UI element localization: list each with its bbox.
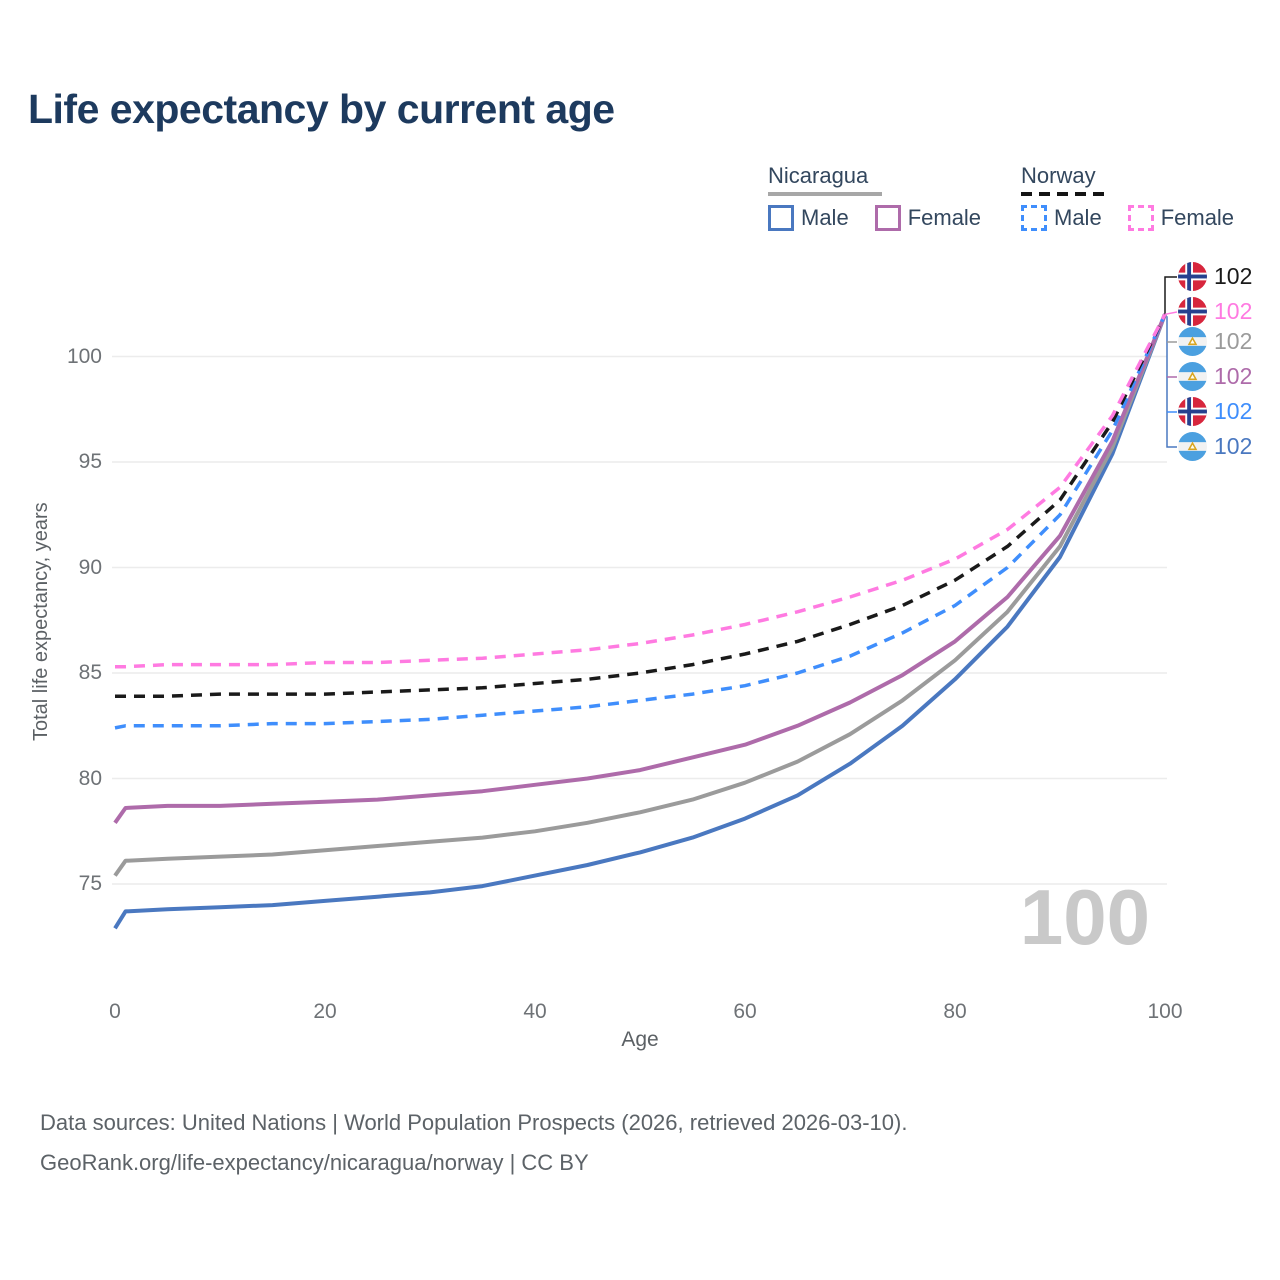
end-label-value: 102 bbox=[1214, 328, 1253, 354]
end-label-row: 102 bbox=[1178, 432, 1252, 461]
series-line-norway-total bbox=[115, 313, 1167, 698]
legend-group-title-nicaragua: Nicaragua bbox=[768, 163, 869, 188]
y-tick-label: 85 bbox=[78, 661, 102, 684]
nicaragua-line-sample bbox=[768, 192, 882, 196]
legend-group-title-norway: Norway bbox=[1021, 163, 1096, 188]
end-label-row: 102 bbox=[1178, 262, 1252, 291]
legend-item-norway-male[interactable]: Male bbox=[1021, 205, 1102, 231]
x-tick-label: 60 bbox=[733, 1000, 757, 1023]
series-line-nicaragua-total bbox=[113, 313, 1167, 877]
page-title: Life expectancy by current age bbox=[28, 86, 615, 132]
y-axis-title: Total life expectancy, years bbox=[30, 502, 52, 742]
x-tick-label: 40 bbox=[523, 1000, 547, 1023]
norway-male-swatch-icon[interactable] bbox=[1021, 205, 1047, 231]
gridlines bbox=[112, 355, 1167, 885]
leader-lines bbox=[1164, 276, 1178, 448]
legend-item-label[interactable]: Male bbox=[801, 205, 849, 230]
end-label-row: 102 bbox=[1178, 297, 1252, 326]
end-label-row: 102 bbox=[1178, 397, 1252, 426]
norway-flag-icon bbox=[1178, 397, 1207, 426]
end-label-value: 102 bbox=[1214, 398, 1253, 424]
end-label-row: 102 bbox=[1178, 327, 1252, 356]
legend-item-nicaragua-male[interactable]: Male bbox=[768, 205, 849, 231]
x-tick-label: 20 bbox=[313, 1000, 337, 1023]
y-tick-label: 80 bbox=[78, 766, 102, 790]
norway-flag-icon bbox=[1178, 262, 1207, 291]
y-tick-label: 75 bbox=[78, 872, 102, 895]
series-line-nicaragua-male bbox=[113, 313, 1167, 930]
age-watermark: 100 bbox=[1019, 873, 1150, 961]
x-tick-label: 0 bbox=[109, 1000, 121, 1023]
legend-item-label[interactable]: Male bbox=[1054, 205, 1102, 230]
legend-item-label[interactable]: Female bbox=[1160, 205, 1235, 230]
end-label-value: 102 bbox=[1214, 263, 1253, 289]
y-tick-label: 95 bbox=[78, 450, 102, 473]
series-lines bbox=[113, 313, 1167, 930]
nicaragua-male-swatch-icon[interactable] bbox=[768, 205, 794, 231]
norway-female-swatch-icon[interactable] bbox=[1127, 205, 1154, 231]
x-tick-label: 80 bbox=[943, 1000, 967, 1023]
legend-item-norway-female[interactable]: Female bbox=[1127, 205, 1235, 231]
nicaragua-flag-icon bbox=[1178, 327, 1207, 356]
y-tick-label: 90 bbox=[78, 555, 102, 579]
legend-group-nicaragua: Nicaragua Male Female bbox=[768, 163, 981, 231]
x-axis-title: Age bbox=[621, 1028, 659, 1051]
attribution-link-text[interactable]: GeoRank.org/life-expectancy/nicaragua/no… bbox=[40, 1150, 589, 1175]
x-tick-label: 100 bbox=[1147, 1000, 1183, 1023]
end-label-value: 102 bbox=[1214, 433, 1253, 459]
norway-line-sample bbox=[1021, 192, 1111, 196]
legend-group-norway: Norway Male Female bbox=[1021, 163, 1234, 231]
data-sources-text: Data sources: United Nations | World Pop… bbox=[40, 1110, 908, 1135]
y-tick-label: 100 bbox=[66, 344, 102, 368]
series-line-nicaragua-female bbox=[113, 313, 1167, 824]
legend-item-label[interactable]: Female bbox=[907, 205, 982, 230]
norway-flag-icon bbox=[1178, 297, 1207, 326]
series-line-norway-female bbox=[115, 313, 1167, 669]
nicaragua-female-swatch-icon[interactable] bbox=[874, 205, 901, 231]
nicaragua-flag-icon bbox=[1178, 432, 1207, 461]
series-line-norway-male bbox=[114, 313, 1167, 730]
end-label-value: 102 bbox=[1214, 363, 1253, 389]
end-label-row: 102 bbox=[1178, 362, 1252, 391]
end-label-value: 102 bbox=[1214, 298, 1253, 324]
legend-item-nicaragua-female[interactable]: Female bbox=[874, 205, 982, 231]
nicaragua-flag-icon bbox=[1178, 362, 1207, 391]
